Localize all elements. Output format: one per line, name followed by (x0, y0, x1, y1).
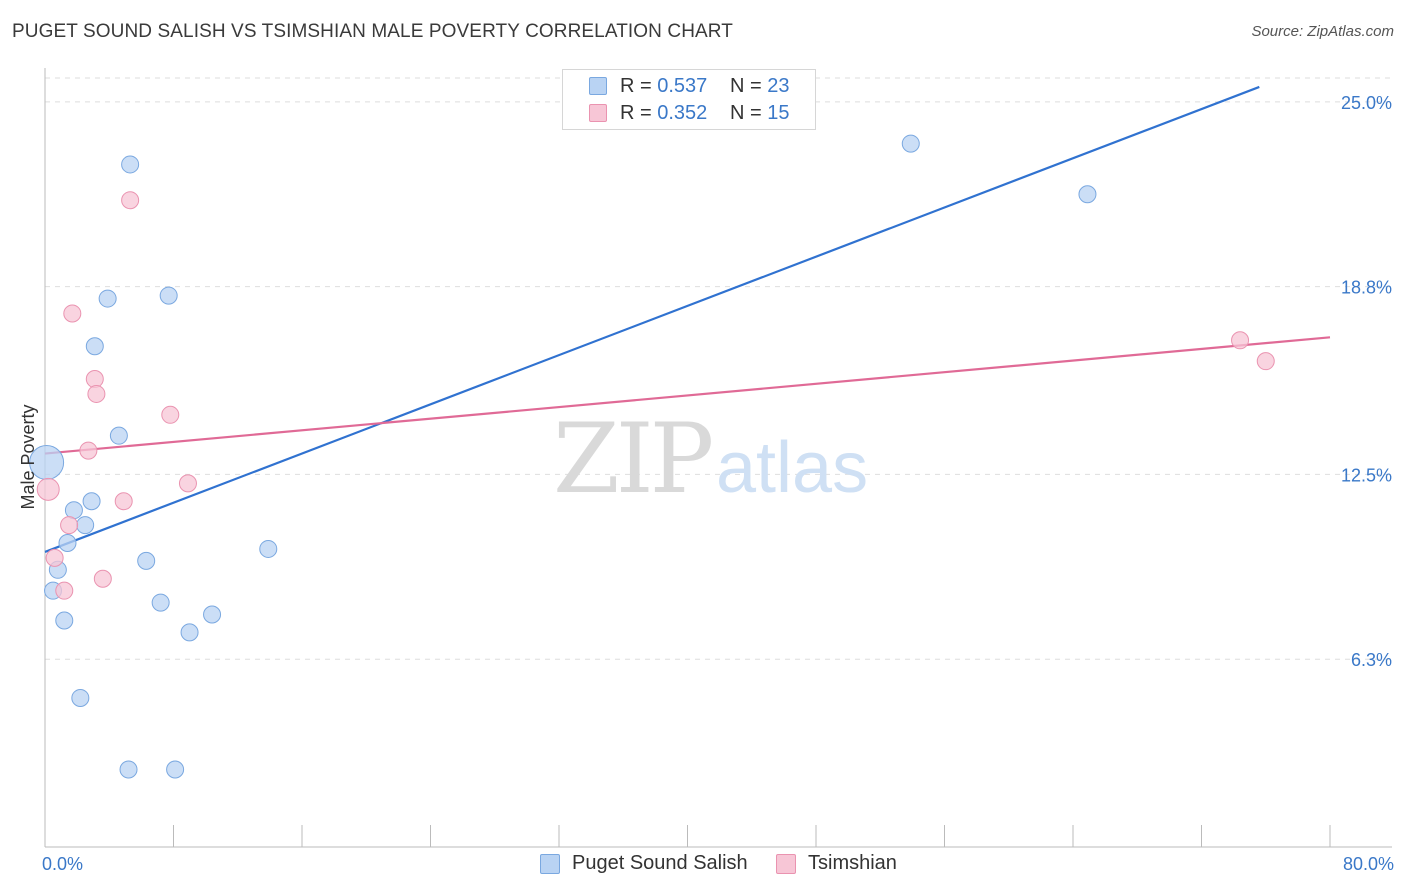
data-point (45, 548, 64, 567)
n-label: N = (730, 75, 768, 97)
data-point (1256, 352, 1275, 371)
tick-labels: 6.3% 12.5% 18.8% 25.0% 0.0% 80.0% Male Poverty (18, 93, 1394, 874)
r-value: 0.537 (657, 75, 708, 97)
data-point (71, 688, 90, 707)
y-tick-label: 12.5% (1341, 465, 1392, 485)
data-point (203, 605, 222, 624)
data-point (901, 134, 920, 153)
data-point (180, 623, 199, 642)
data-point (60, 516, 79, 535)
blue-swatch (540, 854, 560, 874)
data-point (1078, 185, 1097, 204)
data-point (82, 492, 101, 511)
pink-swatch (589, 104, 607, 122)
data-point (85, 337, 104, 356)
r-text: R = 0.352 (620, 102, 707, 125)
data-point (114, 492, 133, 511)
data-point (159, 286, 178, 305)
data-point (63, 304, 82, 323)
pink-swatch (776, 854, 796, 874)
data-point (87, 384, 106, 403)
r-value: 0.352 (657, 102, 708, 124)
data-point (76, 516, 95, 535)
data-point (161, 405, 180, 424)
legend-label: Puget Sound Salish (572, 852, 748, 874)
data-point (151, 593, 170, 612)
n-value: 15 (767, 102, 790, 124)
r-text: R = 0.537 (620, 75, 707, 98)
trend-line (44, 85, 1260, 553)
data-point (98, 289, 117, 308)
n-value: 23 (767, 75, 790, 97)
data-point (1231, 331, 1250, 350)
data-point (119, 760, 138, 779)
legend-row-pink: R = 0.352 N = 15 (563, 100, 815, 126)
data-point (121, 155, 140, 174)
data-point (109, 426, 128, 445)
data-points (29, 134, 1275, 779)
legend-label: Tsimshian (808, 852, 897, 874)
trend-line (44, 336, 1331, 455)
watermark-zip: ZIP (553, 403, 712, 515)
n-label: N = (730, 102, 768, 124)
legend-row-blue: R = 0.537 N = 23 (563, 73, 815, 99)
data-point (64, 501, 83, 520)
n-text: N = 15 (730, 102, 790, 125)
correlation-legend: R = 0.537 N = 23 R = 0.352 N = 15 (562, 69, 816, 130)
data-point (85, 370, 104, 389)
trend-lines (44, 85, 1331, 553)
r-label: R = (620, 102, 658, 124)
series-legend: Puget Sound Salish Tsimshian (0, 851, 1406, 879)
source-label: Source: ZipAtlas.com (1251, 23, 1394, 40)
y-tick-label: 18.8% (1341, 278, 1392, 298)
data-point (55, 611, 74, 630)
data-point (58, 533, 77, 552)
x-tick-label: 0.0% (42, 854, 83, 874)
data-point (36, 477, 60, 501)
watermark-atlas: atlas (716, 428, 868, 508)
data-point (93, 569, 112, 588)
y-tick-label: 25.0% (1341, 93, 1392, 113)
blue-swatch (589, 77, 607, 95)
grid-lines (45, 77, 1392, 660)
n-text: N = 23 (730, 75, 790, 98)
data-point (137, 551, 156, 570)
watermark: ZIP atlas (553, 403, 868, 515)
y-tick-label: 6.3% (1351, 650, 1392, 670)
x-tick-label: 80.0% (1343, 854, 1394, 874)
data-point (55, 581, 74, 600)
r-label: R = (620, 75, 658, 97)
data-point (259, 539, 278, 558)
chart-title: PUGET SOUND SALISH VS TSIMSHIAN MALE POV… (12, 21, 733, 42)
y-axis-label: Male Poverty (18, 404, 38, 509)
data-point (121, 191, 140, 210)
data-point (79, 441, 98, 460)
data-point (166, 760, 185, 779)
data-point (178, 474, 197, 493)
